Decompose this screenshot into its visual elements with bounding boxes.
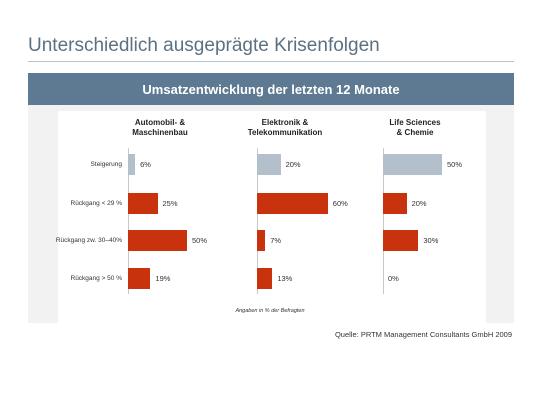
bar <box>128 230 187 251</box>
source-note: Quelle: PRTM Management Consultants GmbH… <box>334 330 512 339</box>
series-header: Elektronik & Telekommunikation <box>247 118 323 137</box>
page-title: Unterschiedlich ausgeprägte Krisenfolgen <box>28 35 380 56</box>
series-header: Automobil- & Maschinenbau <box>132 118 188 137</box>
data-label: 7% <box>270 236 282 245</box>
data-label: 25% <box>162 199 178 208</box>
data-label: 6% <box>140 160 151 169</box>
data-label: 60% <box>332 199 348 208</box>
series-axis <box>257 148 258 294</box>
chart-note: Angaben in % der Befragten <box>235 308 305 314</box>
series-header: Life Sciences & Chemie <box>389 118 441 137</box>
data-label: 13% <box>277 274 293 283</box>
category-label: Rückgang > 50 % <box>70 275 123 282</box>
bar <box>257 230 266 251</box>
bar <box>383 230 419 251</box>
series-axis <box>128 148 129 294</box>
bar <box>257 154 281 175</box>
bar <box>257 193 328 214</box>
chart-plot-area <box>58 111 486 323</box>
chart-title-banner: Umsatzentwicklung der letzten 12 Monate <box>28 73 514 105</box>
data-label: 19% <box>155 274 171 283</box>
data-label: 50% <box>192 236 208 245</box>
data-label: 50% <box>447 160 463 169</box>
bar <box>128 193 158 214</box>
category-label: Steigerung <box>90 161 122 168</box>
bar <box>383 154 442 175</box>
category-label: Rückgang zw. 30–40% <box>55 237 122 244</box>
data-label: 30% <box>423 236 439 245</box>
title-divider <box>28 61 514 62</box>
category-label: Rückgang < 29 % <box>70 200 123 207</box>
bar <box>128 154 136 175</box>
data-label: 0% <box>388 274 399 283</box>
bar <box>257 268 273 289</box>
data-label: 20% <box>411 199 427 208</box>
data-label: 20% <box>285 160 301 169</box>
series-axis <box>383 148 384 294</box>
bar <box>128 268 151 289</box>
bar <box>383 193 407 214</box>
